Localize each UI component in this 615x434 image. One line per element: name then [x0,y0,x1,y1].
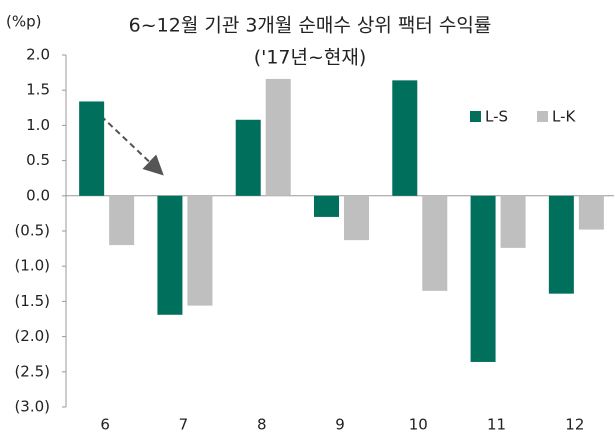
legend-swatch [537,111,548,122]
x-tick-label: 7 [179,416,189,434]
bar [578,195,604,230]
y-tick-label: (2.0) [14,327,50,345]
bar [422,195,448,291]
x-tick-label: 6 [100,416,110,434]
y-tick-label: 1.5 [26,81,50,99]
bar [470,195,496,362]
bar [314,195,339,217]
y-tick-label: 2.0 [26,46,50,64]
y-tick-label: (1.0) [14,257,50,275]
y-tick-label: 1.0 [26,116,50,134]
bar [79,101,105,196]
bar [344,195,369,241]
bar [235,119,261,196]
bar [265,78,291,196]
y-tick-label: (0.5) [14,222,50,240]
x-tick-label: 11 [487,416,506,434]
y-axis-label: (%p) [6,13,41,31]
chart-subtitle: ('17년~현재) [254,47,367,69]
y-tick-label: 0.0 [26,186,50,204]
legend-label: L-S [485,108,508,126]
legend-label: L-K [552,108,577,126]
y-tick-label: 0.5 [26,151,50,169]
y-tick-label: (3.0) [14,398,50,416]
annotation-arrow [100,115,164,176]
y-tick-label: (2.5) [14,362,50,380]
x-tick-label: 12 [565,416,584,434]
bar [187,195,213,306]
chart-title: 6~12월 기관 3개월 순매수 상위 팩터 수익률 [129,15,492,37]
bar [500,195,526,248]
x-tick-label: 10 [409,416,428,434]
bar [157,195,183,315]
bar [109,195,135,246]
legend-swatch [470,111,481,122]
bar [392,80,418,196]
x-tick-label: 9 [335,416,345,434]
bar [548,195,574,294]
x-tick-label: 8 [257,416,267,434]
y-tick-label: (1.5) [14,292,50,310]
